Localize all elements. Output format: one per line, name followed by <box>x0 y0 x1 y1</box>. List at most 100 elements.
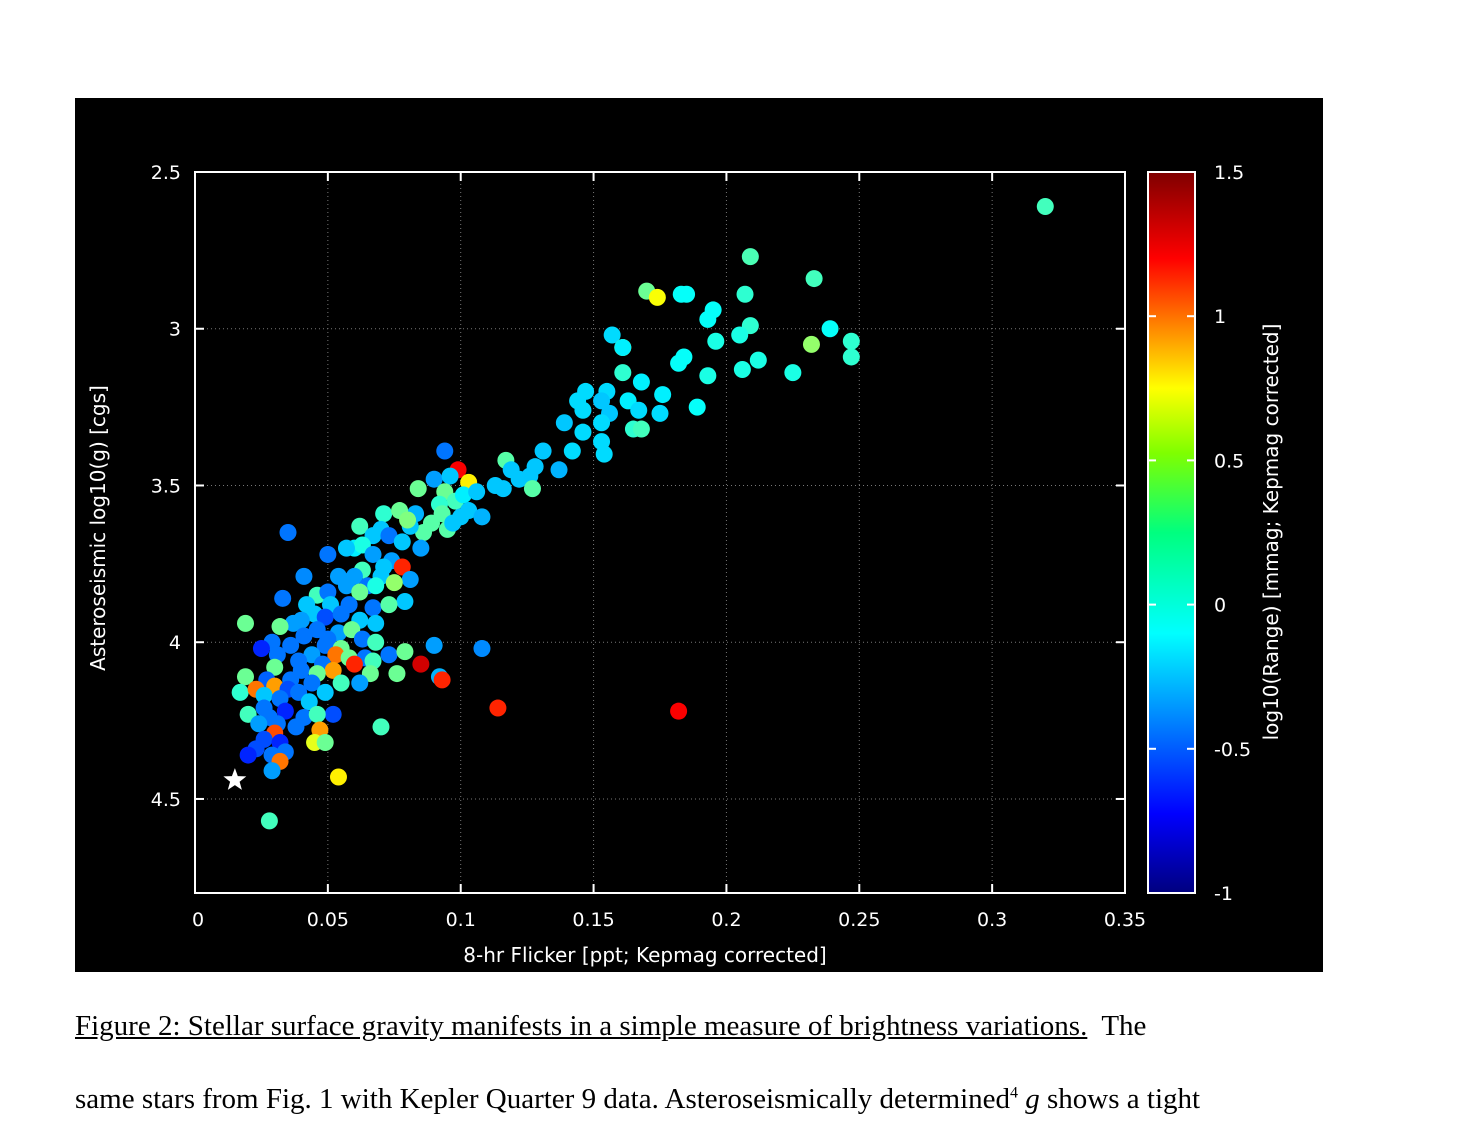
reference-star-marker <box>223 768 247 790</box>
scatter-chart: 0 0.05 0.1 0.15 0.2 0.25 0.3 0.35 2.5 3 3.5 4 4.5 8-… <box>86 162 1283 967</box>
data-point <box>473 508 491 526</box>
x-tick-label: 0.15 <box>572 909 614 931</box>
data-point <box>670 354 688 372</box>
y-tick-label: 4 <box>169 632 181 654</box>
data-point <box>316 608 334 626</box>
caption-footnote-ref: 4 <box>1010 1084 1018 1102</box>
data-point <box>364 545 382 563</box>
data-point <box>367 633 385 651</box>
data-point <box>372 718 390 736</box>
data-point <box>441 467 459 485</box>
data-point <box>784 364 802 382</box>
colorbar-tick-label: -0.5 <box>1214 739 1251 761</box>
data-point <box>473 639 491 657</box>
data-point <box>593 392 611 410</box>
data-point <box>263 762 281 780</box>
data-point <box>433 671 451 689</box>
data-point <box>741 248 759 266</box>
data-point <box>630 401 648 419</box>
data-point <box>409 480 427 498</box>
data-point <box>534 442 552 460</box>
data-point <box>255 687 273 705</box>
data-point <box>393 558 411 576</box>
data-point <box>324 705 342 723</box>
data-point <box>595 445 613 463</box>
data-point <box>555 414 573 432</box>
data-point <box>351 583 369 601</box>
data-point <box>332 605 350 623</box>
data-point <box>670 702 688 720</box>
data-point <box>329 768 347 786</box>
data-point <box>385 574 403 592</box>
data-point <box>842 348 860 366</box>
data-point <box>282 636 300 654</box>
data-point <box>401 571 419 589</box>
data-point <box>651 404 669 422</box>
data-point <box>271 618 289 636</box>
data-point <box>375 505 393 523</box>
data-point <box>731 326 749 344</box>
colorbar-tick-label: -1 <box>1214 883 1233 905</box>
data-point <box>699 367 717 385</box>
data-point <box>300 693 318 711</box>
data-point <box>327 646 345 664</box>
data-point <box>805 270 823 288</box>
data-point <box>632 420 650 438</box>
y-tick-label: 3 <box>169 319 181 341</box>
caption-text-a: same stars from Fig. 1 with Kepler Quart… <box>75 1083 1010 1115</box>
data-point <box>494 480 512 498</box>
x-tick-label: 0.2 <box>711 909 741 931</box>
data-point <box>842 332 860 350</box>
data-point <box>510 470 528 488</box>
data-point <box>316 683 334 701</box>
data-point <box>415 524 433 541</box>
data-point <box>303 674 321 692</box>
colorbar-tick-label: 1.5 <box>1214 162 1244 184</box>
data-point <box>707 332 725 350</box>
data-point <box>749 351 767 369</box>
data-point <box>284 614 302 632</box>
x-tick-label: 0.05 <box>307 909 349 931</box>
data-point <box>425 636 443 654</box>
data-point <box>574 423 592 441</box>
data-point <box>654 386 672 404</box>
y-tick-label: 4.5 <box>151 789 181 811</box>
scatter-figure: 0 0.05 0.1 0.15 0.2 0.25 0.3 0.35 2.5 3 3.5 4 4.5 8-… <box>75 98 1323 972</box>
data-point <box>295 567 313 585</box>
y-tick-label: 3.5 <box>151 475 181 497</box>
grid <box>195 172 1125 893</box>
figure-caption-line-2: same stars from Fig. 1 with Kepler Quart… <box>75 1083 1200 1116</box>
data-point <box>593 414 611 432</box>
data-point <box>821 320 839 338</box>
x-tick-label: 0.25 <box>838 909 880 931</box>
data-point <box>274 589 292 607</box>
data-point <box>460 502 478 520</box>
data-point <box>364 599 382 617</box>
data-point <box>436 442 454 460</box>
data-point <box>231 683 249 701</box>
data-point <box>1036 197 1054 215</box>
data-point <box>351 674 369 692</box>
data-point <box>295 627 313 645</box>
data-point <box>345 655 363 673</box>
data-point <box>266 658 284 676</box>
data-point <box>396 592 414 610</box>
data-point <box>332 674 350 692</box>
data-point <box>319 545 337 563</box>
colorbar-tick-label: 0 <box>1214 595 1226 617</box>
tick-marks <box>194 171 1126 893</box>
data-point <box>367 614 385 632</box>
data-point <box>454 486 472 504</box>
tick-labels: 0 0.05 0.1 0.15 0.2 0.25 0.3 0.35 2.5 3 3.5 4 4.5 <box>151 162 1146 931</box>
data-point <box>733 360 751 378</box>
data-point <box>468 483 486 501</box>
data-point <box>287 718 305 736</box>
data-point <box>444 514 462 532</box>
data-point <box>412 655 430 673</box>
x-axis-label: 8-hr Flicker [ppt; Kepmag corrected] <box>463 943 826 967</box>
data-point <box>388 665 406 683</box>
figure-caption-title: Figure 2: Stellar surface gravity manife… <box>75 1010 1088 1042</box>
plot-frame <box>194 171 1126 894</box>
x-tick-label: 0 <box>192 909 204 931</box>
data-point <box>236 668 254 686</box>
